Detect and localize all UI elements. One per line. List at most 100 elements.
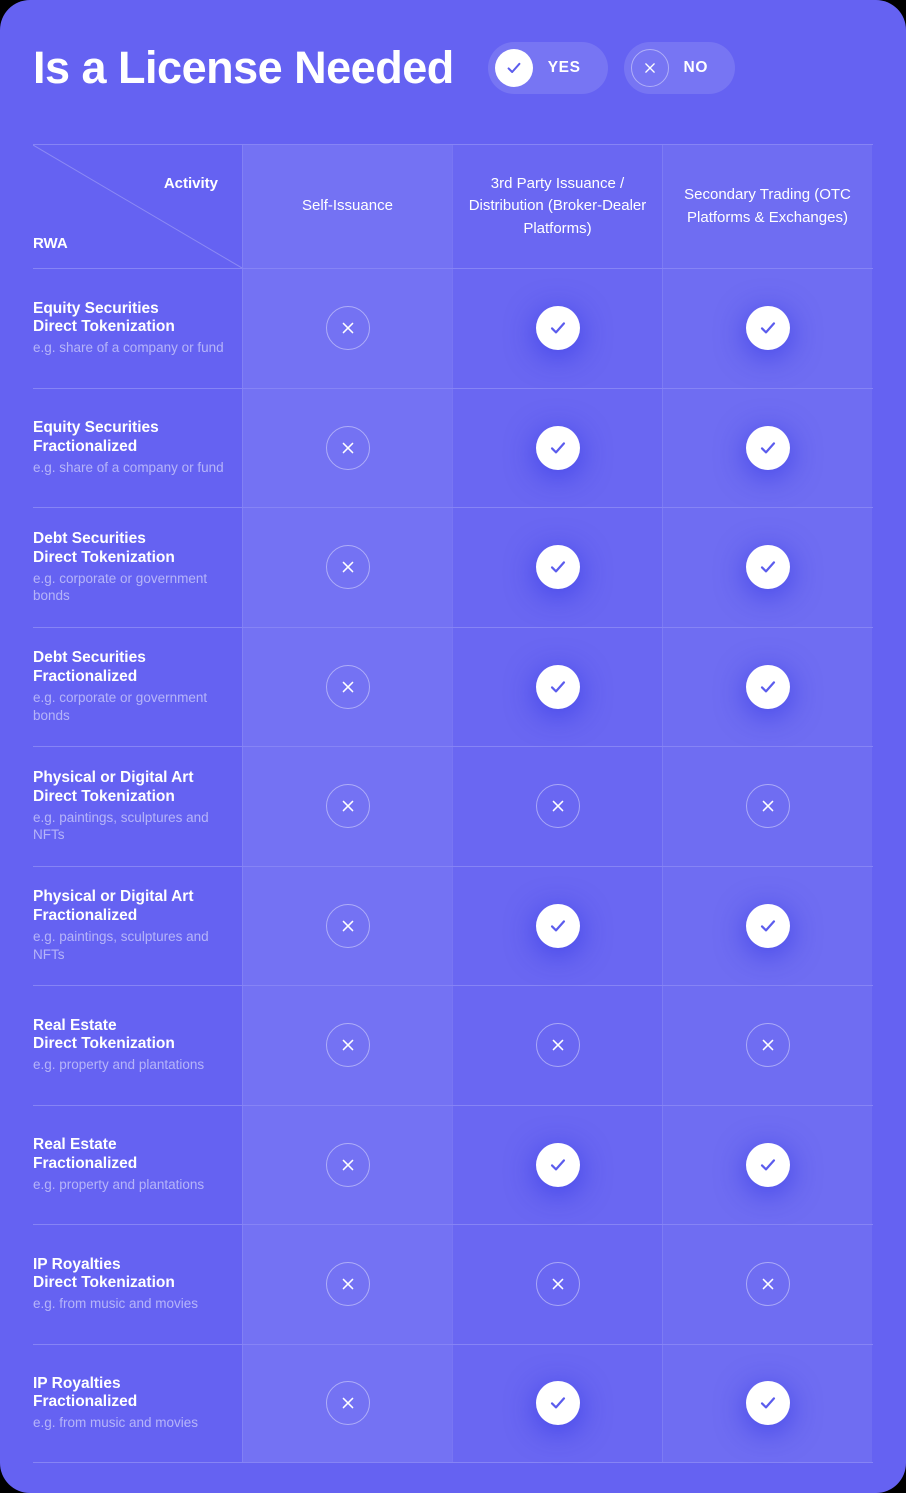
column-header-secondary-trading: Secondary Trading (OTC Platforms & Excha… [662, 145, 872, 268]
cross-icon [745, 1262, 790, 1307]
cell-no [452, 1225, 662, 1344]
row-method: Direct Tokenization [33, 1035, 175, 1053]
check-icon [535, 545, 580, 590]
check-icon [745, 425, 790, 470]
cell-yes [452, 388, 662, 507]
row-label: Real Estate Direct Tokenization e.g. prope… [33, 986, 242, 1105]
cell-yes [452, 269, 662, 388]
cross-icon [325, 664, 370, 709]
table-row: Debt Securities Fractionalized e.g. corpor… [33, 626, 873, 747]
check-icon [535, 1381, 580, 1426]
cell-yes [662, 508, 872, 627]
row-example: e.g. paintings, sculptures and NFTs [33, 929, 209, 962]
cross-icon [325, 306, 370, 351]
cell-yes [452, 508, 662, 627]
check-icon [535, 306, 580, 351]
check-icon [745, 1142, 790, 1187]
cell-yes [452, 1344, 662, 1462]
row-label: Debt Securities Fractionalized e.g. corpor… [33, 628, 242, 747]
row-example: e.g. paintings, sculptures and NFTs [33, 809, 209, 843]
table-row: Real Estate Fractionalized e.g. property a… [33, 1104, 873, 1225]
table-row: Real Estate Direct Tokenization e.g. prope… [33, 985, 873, 1105]
check-icon [494, 49, 533, 87]
table-row: IP Royalties Fractionalized e.g. from musi… [33, 1343, 873, 1463]
cell-no [242, 388, 452, 507]
row-category: Physical or Digital Art [33, 888, 194, 906]
row-example: e.g. property and plantations [33, 1057, 205, 1073]
table-row: Physical or Digital Art Fractionalized e.g… [33, 865, 873, 986]
row-label: Real Estate Fractionalized e.g. property a… [33, 1106, 242, 1225]
cell-yes [452, 1105, 662, 1224]
row-example: e.g. corporate or government bonds [33, 570, 208, 604]
row-method: Fractionalized [33, 1154, 138, 1172]
row-example: e.g. share of a company or fund [33, 459, 224, 475]
row-label: Equity Securities Fractionalized e.g. shar… [33, 389, 242, 508]
table-row: IP Royalties Direct Tokenization e.g. from… [33, 1224, 873, 1344]
row-example: e.g. from music and movies [33, 1415, 199, 1431]
row-label: IP Royalties Direct Tokenization e.g. from… [33, 1225, 242, 1344]
row-category: Real Estate [33, 1136, 117, 1154]
cell-no [452, 986, 662, 1105]
cell-no [662, 986, 872, 1105]
cross-icon [325, 1023, 370, 1068]
row-example: e.g. from music and movies [33, 1296, 199, 1312]
table-row: Debt Securities Direct Tokenization e.g. c… [33, 507, 873, 627]
legend-yes-pill: YES [487, 42, 608, 94]
cross-icon [325, 1262, 370, 1307]
cross-icon [535, 1262, 580, 1307]
cross-icon [325, 425, 370, 470]
legend-yes-label: YES [547, 59, 581, 76]
check-icon [745, 1381, 790, 1426]
cell-yes [662, 627, 872, 746]
cell-no [242, 1105, 452, 1224]
cell-no [242, 986, 452, 1105]
table-header-row: Activity RWA Self-Issuance 3rd Party Iss… [33, 144, 873, 268]
row-example: e.g. corporate or government bonds [33, 690, 208, 723]
row-label: Debt Securities Direct Tokenization e.g. c… [33, 508, 242, 627]
row-axis-label: RWA [33, 235, 68, 252]
cell-no [662, 1225, 872, 1344]
legend: YES NO [487, 42, 735, 94]
row-category: Real Estate [33, 1016, 117, 1034]
cell-no [242, 1225, 452, 1344]
cell-no [662, 747, 872, 866]
cell-no [242, 508, 452, 627]
cross-icon [745, 784, 790, 829]
row-method: Fractionalized [33, 668, 138, 686]
row-category: Debt Securities [33, 649, 146, 667]
cross-icon [325, 545, 370, 590]
column-header-3rd-party: 3rd Party Issuance / Distribution (Broke… [452, 145, 662, 268]
table-body: Equity Securities Direct Tokenization e.g.… [33, 268, 873, 1463]
corner-cell: Activity RWA [33, 145, 242, 268]
cell-no [242, 747, 452, 866]
cell-yes [452, 627, 662, 746]
table-row: Physical or Digital Art Direct Tokenizati… [33, 746, 873, 866]
row-label: IP Royalties Fractionalized e.g. from musi… [33, 1345, 242, 1463]
check-icon [535, 1142, 580, 1187]
row-label: Physical or Digital Art Fractionalized e.g… [33, 867, 242, 986]
cell-yes [662, 1105, 872, 1224]
cross-icon [535, 784, 580, 829]
cell-yes [662, 269, 872, 388]
cell-no [452, 747, 662, 866]
diagonal-divider [33, 145, 242, 268]
row-example: e.g. share of a company or fund [33, 340, 224, 356]
cell-no [242, 866, 452, 985]
row-category: Equity Securities [33, 419, 159, 437]
row-category: Physical or Digital Art [33, 768, 194, 786]
table-row: Equity Securities Fractionalized e.g. shar… [33, 387, 873, 508]
cross-icon [535, 1023, 580, 1068]
check-icon [535, 903, 580, 948]
row-category: IP Royalties [33, 1374, 121, 1392]
license-matrix: Activity RWA Self-Issuance 3rd Party Iss… [33, 144, 873, 1463]
legend-no-label: NO [683, 59, 708, 76]
table-row: Equity Securities Direct Tokenization e.g.… [33, 268, 873, 388]
row-method: Direct Tokenization [33, 548, 175, 566]
check-icon [745, 903, 790, 948]
row-method: Fractionalized [33, 437, 138, 455]
cross-icon [325, 903, 370, 948]
page-title: Is a License Needed [33, 42, 454, 94]
check-icon [745, 664, 790, 709]
row-label: Physical or Digital Art Direct Tokenizati… [33, 747, 242, 866]
